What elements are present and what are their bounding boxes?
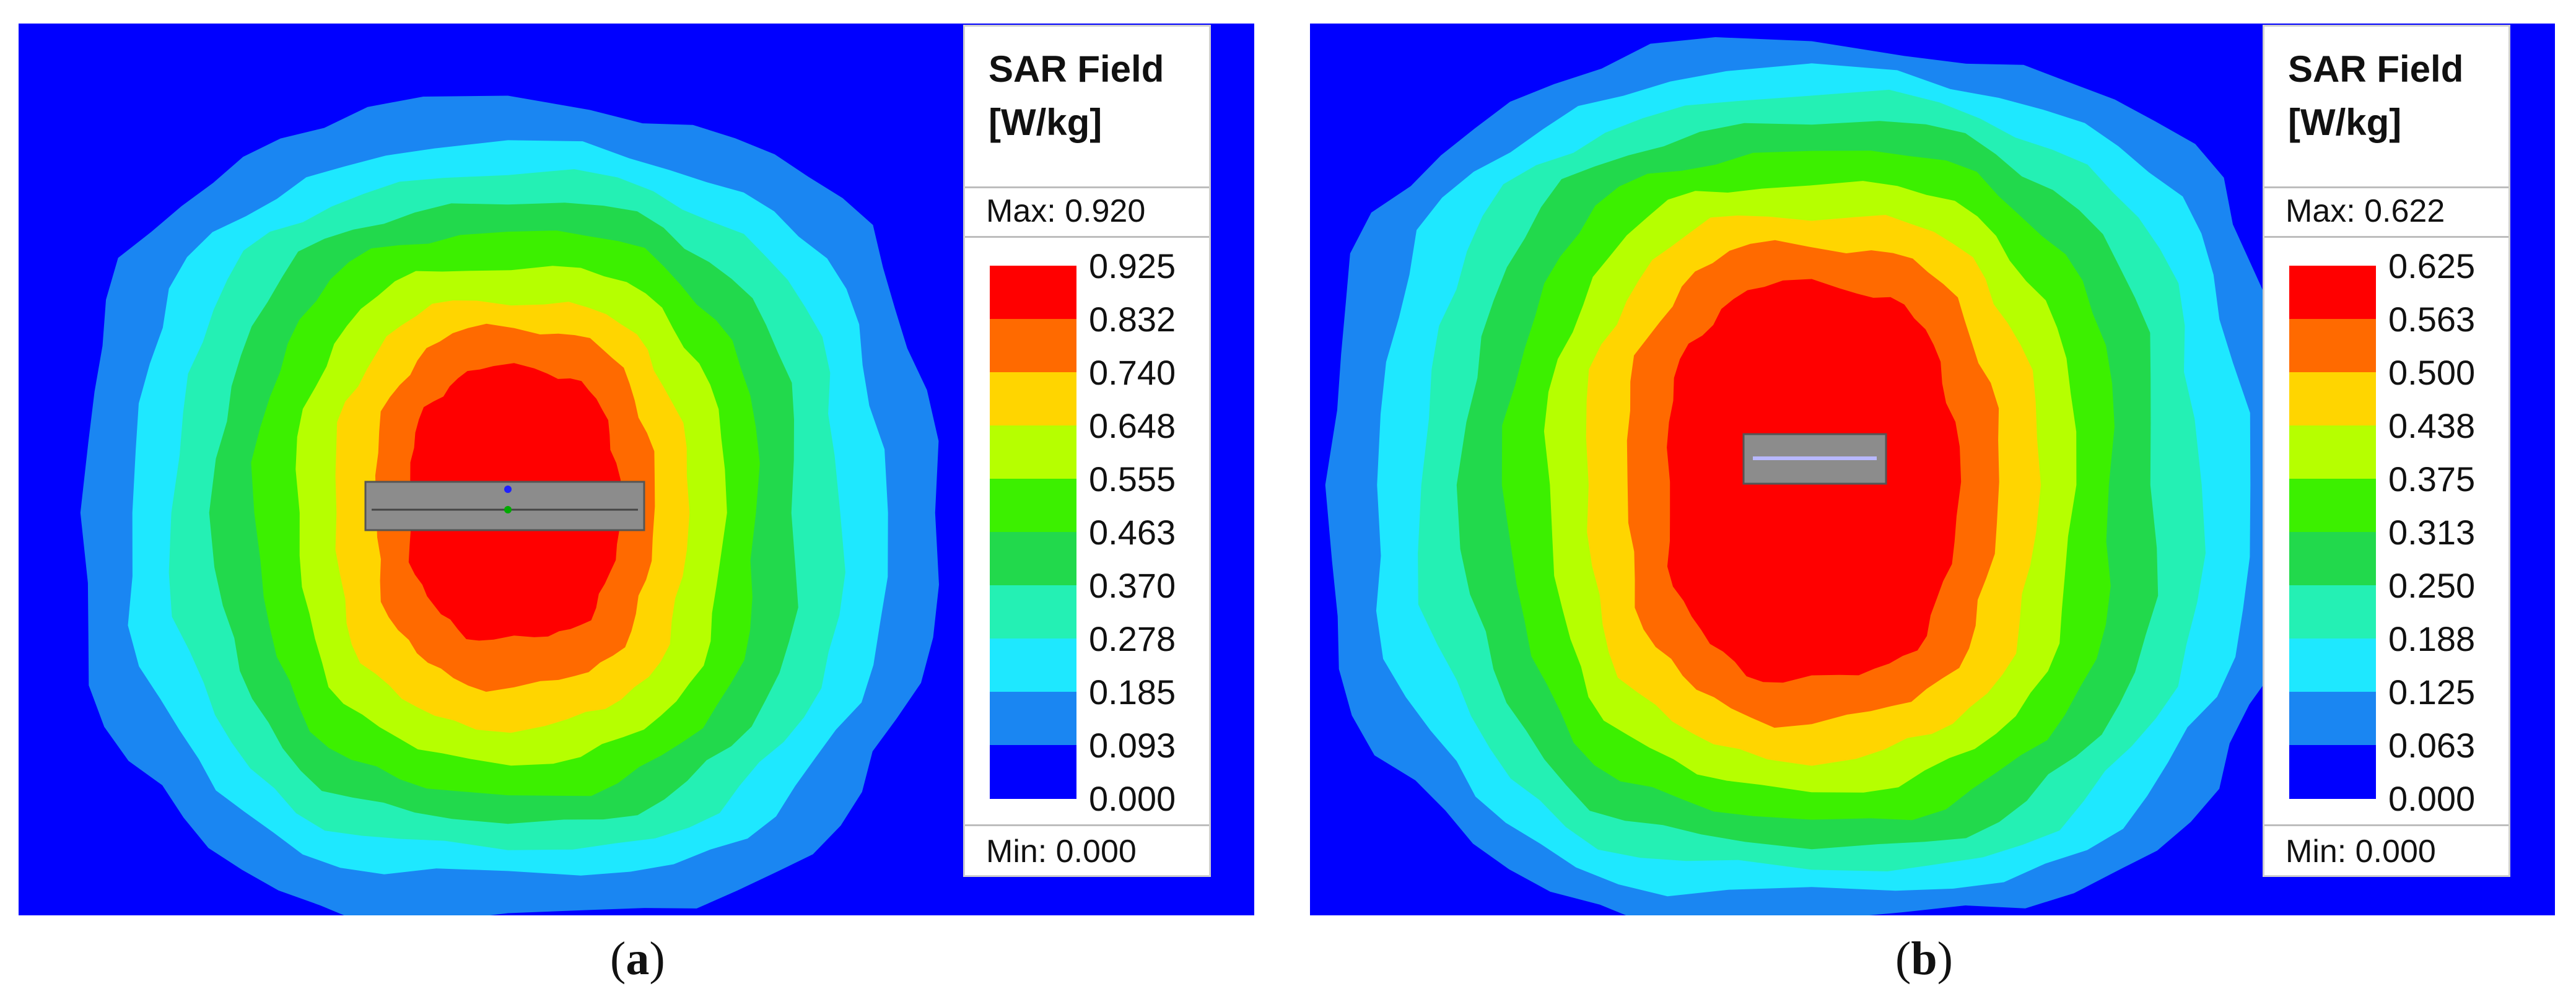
color-scale-swatch: [990, 692, 1076, 746]
color-scale-swatch: [2289, 585, 2376, 639]
color-scale-swatch: [990, 639, 1076, 692]
color-scale-tick-label: 0.375: [2388, 459, 2475, 499]
color-scale-swatch: [990, 532, 1076, 586]
color-scale-swatch: [2289, 266, 2376, 320]
legend-divider: [965, 236, 1209, 238]
color-scale-tick-label: 0.250: [2388, 565, 2475, 606]
color-scale-tick-label: 0.185: [1089, 672, 1176, 712]
legend-divider: [2264, 236, 2508, 238]
device-model-a: [365, 482, 644, 530]
legend-title-a: SAR Field [W/kg]: [989, 43, 1212, 149]
color-scale-tick-label: 0.625: [2388, 246, 2475, 286]
legend-max-value-b: Max: 0.622: [2286, 193, 2445, 230]
legend-divider: [965, 824, 1209, 826]
color-scale-tick-label: 0.093: [1089, 725, 1176, 765]
color-scale-tick-label: 0.740: [1089, 352, 1176, 393]
color-scale-swatch: [2289, 532, 2376, 586]
color-scale-swatch: [990, 425, 1076, 479]
color-scale-tick-label: 0.925: [1089, 246, 1176, 286]
color-scale-tick-label: 0.563: [2388, 299, 2475, 339]
color-scale-tick-label: 0.063: [2388, 725, 2475, 765]
sar-legend-a: SAR Field [W/kg] Max: 0.920 0.925 0.832 0.…: [963, 25, 1211, 877]
color-scale-swatch: [2289, 425, 2376, 479]
color-scale-b: [2289, 266, 2376, 798]
color-scale-tick-label: 0.648: [1089, 406, 1176, 446]
color-scale-swatch: [990, 266, 1076, 320]
color-scale-a: [990, 266, 1076, 798]
color-scale-tick-label: 0.438: [2388, 406, 2475, 446]
legend-max-value-a: Max: 0.920: [986, 193, 1145, 230]
color-scale-tick-label: 0.000: [1089, 778, 1176, 819]
color-scale-swatch: [2289, 319, 2376, 373]
color-scale-swatch: [990, 372, 1076, 426]
color-scale-tick-label: 0.463: [1089, 512, 1176, 552]
color-scale-tick-label: 0.313: [2388, 512, 2475, 552]
color-scale-swatch: [990, 585, 1076, 639]
color-scale-tick-label: 0.555: [1089, 459, 1176, 499]
legend-divider: [965, 186, 1209, 188]
color-scale-swatch: [2289, 692, 2376, 746]
sar-panel-b: SAR Field [W/kg] Max: 0.622 0.625 0.563 0.…: [1310, 24, 2555, 915]
caption-b: (b): [1895, 932, 1953, 986]
legend-title-b: SAR Field [W/kg]: [2288, 43, 2511, 149]
color-scale-swatch: [2289, 479, 2376, 533]
color-scale-tick-label: 0.125: [2388, 672, 2475, 712]
caption-a: (a): [610, 932, 665, 986]
color-scale-swatch: [990, 319, 1076, 373]
legend-divider: [2264, 824, 2508, 826]
color-scale-swatch: [990, 745, 1076, 799]
color-scale-swatch: [2289, 639, 2376, 692]
legend-divider: [2264, 186, 2508, 188]
color-scale-tick-label: 0.278: [1089, 619, 1176, 659]
sar-legend-b: SAR Field [W/kg] Max: 0.622 0.625 0.563 0.…: [2263, 25, 2510, 877]
color-scale-swatch: [2289, 745, 2376, 799]
color-scale-tick-label: 0.500: [2388, 352, 2475, 393]
color-scale-swatch: [2289, 372, 2376, 426]
legend-min-value-b: Min: 0.000: [2286, 833, 2436, 870]
sar-panel-a: SAR Field [W/kg] Max: 0.920 0.925 0.832 0.…: [19, 24, 1254, 915]
color-scale-swatch: [990, 479, 1076, 533]
color-scale-tick-label: 0.188: [2388, 619, 2475, 659]
color-scale-tick-label: 0.370: [1089, 565, 1176, 606]
device-model-b: [1744, 434, 1886, 484]
legend-min-value-a: Min: 0.000: [986, 833, 1137, 870]
color-scale-tick-label: 0.000: [2388, 778, 2475, 819]
color-scale-tick-label: 0.832: [1089, 299, 1176, 339]
